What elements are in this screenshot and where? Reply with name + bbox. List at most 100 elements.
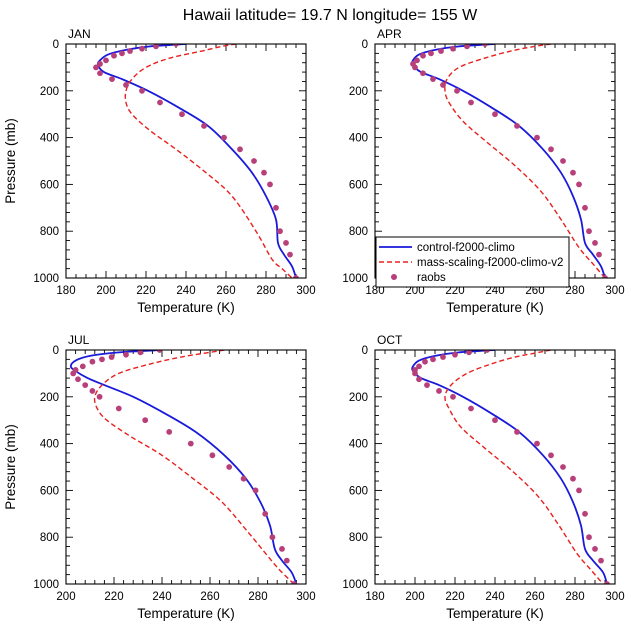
legend-label: raobs — [417, 272, 446, 284]
plot-frame — [65, 43, 307, 279]
x-tick-label: 180 — [365, 591, 384, 603]
x-tick-label: 260 — [525, 591, 544, 603]
series-mass-line — [93, 350, 295, 584]
x-tick-label: 220 — [136, 285, 155, 297]
raobs-point — [514, 123, 520, 129]
raobs-point — [237, 146, 243, 153]
x-tick-label: 280 — [565, 285, 584, 297]
raobs-point — [111, 52, 117, 59]
raobs-point — [482, 44, 488, 47]
x-tick-label: 280 — [256, 285, 275, 297]
panels: 180 200 220 240 260 280 300 0 200 400 600 800 1000 Te… — [3, 27, 625, 621]
raobs-point — [99, 356, 105, 363]
raobs-point — [548, 146, 554, 153]
panel-label: APR — [377, 27, 402, 41]
legend-label: control-f2000-climo — [417, 242, 515, 254]
raobs-point — [127, 48, 133, 54]
x-tick-label: 300 — [296, 591, 315, 603]
raobs-point — [468, 99, 474, 106]
raobs-point — [157, 99, 163, 106]
raobs-point — [109, 76, 115, 82]
y-tick-label: 800 — [349, 226, 368, 238]
x-tick-label: 300 — [296, 285, 315, 297]
panel-data — [69, 350, 298, 584]
raobs-point — [156, 350, 163, 353]
raobs-point — [430, 356, 436, 363]
raobs-point — [592, 240, 598, 246]
raobs-point — [293, 275, 299, 278]
raobs-point — [139, 45, 145, 52]
raobs-point — [96, 393, 103, 400]
raobs-point — [97, 70, 103, 77]
plot-frame — [374, 349, 616, 585]
raobs-point — [430, 76, 436, 82]
legend-label: mass-scaling-f2000-climo-v2 — [417, 257, 563, 269]
y-tick-label: 600 — [40, 179, 59, 191]
x-tick-label: 180 — [365, 285, 384, 297]
raobs-point — [428, 50, 434, 57]
series-mass-line — [444, 44, 606, 278]
raobs-point — [548, 452, 554, 459]
raobs-point — [103, 57, 109, 64]
raobs-point — [450, 45, 456, 52]
raobs-point — [492, 111, 498, 118]
raobs-point — [97, 60, 103, 67]
x-tick-label: 220 — [445, 285, 464, 297]
legend: control-f2000-climo mass-scaling-f2000-cl… — [375, 236, 570, 288]
x-tick-label: 260 — [200, 591, 219, 603]
y-tick-label: 800 — [40, 532, 59, 544]
panel-label: JUL — [68, 333, 90, 347]
y-tick-label: 400 — [349, 439, 368, 451]
y-tick-label: 400 — [349, 133, 368, 145]
raobs-point — [166, 429, 173, 435]
y-tick-label: 800 — [349, 532, 368, 544]
raobs-point — [514, 429, 520, 435]
x-tick-label: 180 — [56, 285, 75, 297]
x-tick-label: 300 — [605, 591, 624, 603]
raobs-point — [424, 382, 430, 388]
raobs-point — [269, 534, 276, 541]
raobs-point — [468, 405, 474, 412]
x-tick-label: 260 — [525, 285, 544, 297]
raobs-point — [492, 417, 498, 424]
legend-symbol-raobs — [391, 274, 397, 280]
raobs-point — [277, 228, 283, 235]
raobs-point — [582, 510, 588, 517]
x-axis-label: Temperature (K) — [446, 606, 544, 621]
raobs-point — [82, 382, 89, 388]
raobs-point — [570, 475, 576, 482]
raobs-point — [187, 440, 194, 447]
raobs-point — [93, 64, 99, 71]
y-tick-label: 200 — [349, 86, 368, 98]
y-tick-label: 200 — [40, 86, 59, 98]
x-tick-label: 280 — [248, 591, 267, 603]
x-tick-label: 280 — [565, 591, 584, 603]
raobs-point — [414, 57, 420, 64]
x-tick-label: 240 — [485, 591, 504, 603]
x-tick-label: 220 — [445, 591, 464, 603]
panel-label: JAN — [68, 27, 91, 41]
panel-ticks — [374, 349, 616, 585]
y-tick-label: 400 — [40, 439, 59, 451]
raobs-point — [464, 44, 470, 50]
raobs-point — [261, 169, 267, 176]
raobs-point — [412, 64, 418, 71]
y-tick-label: 1000 — [342, 273, 368, 285]
raobs-point — [596, 251, 602, 258]
raobs-point — [452, 351, 458, 358]
y-tick-label: 0 — [362, 39, 368, 51]
raobs-point — [201, 123, 207, 129]
panel-apr: 180 200 220 240 260 280 300 0 200 400 600 800 1000 Te… — [342, 27, 624, 315]
series-control-line — [96, 44, 297, 278]
y-tick-label: 800 — [40, 226, 59, 238]
raobs-point — [108, 354, 115, 360]
x-tick-label: 260 — [216, 285, 235, 297]
series-control-line — [411, 44, 606, 278]
raobs-point — [70, 370, 77, 377]
raobs-point — [279, 546, 285, 552]
raobs-point — [582, 204, 588, 211]
raobs-point — [75, 376, 81, 383]
raobs-point — [422, 358, 428, 365]
raobs-point — [420, 52, 426, 59]
y-tick-label: 200 — [349, 392, 368, 404]
